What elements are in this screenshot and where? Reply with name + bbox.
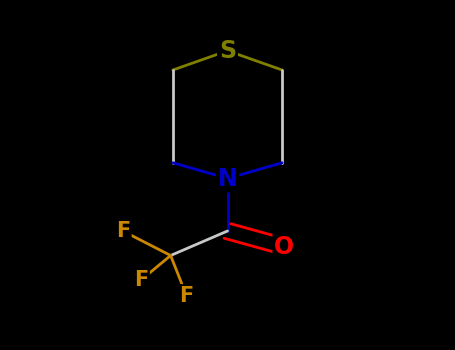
Text: O: O [274, 235, 294, 259]
Text: F: F [116, 221, 130, 241]
Text: F: F [134, 270, 148, 290]
Text: N: N [217, 167, 238, 190]
Text: F: F [179, 286, 194, 306]
Text: S: S [219, 39, 236, 63]
